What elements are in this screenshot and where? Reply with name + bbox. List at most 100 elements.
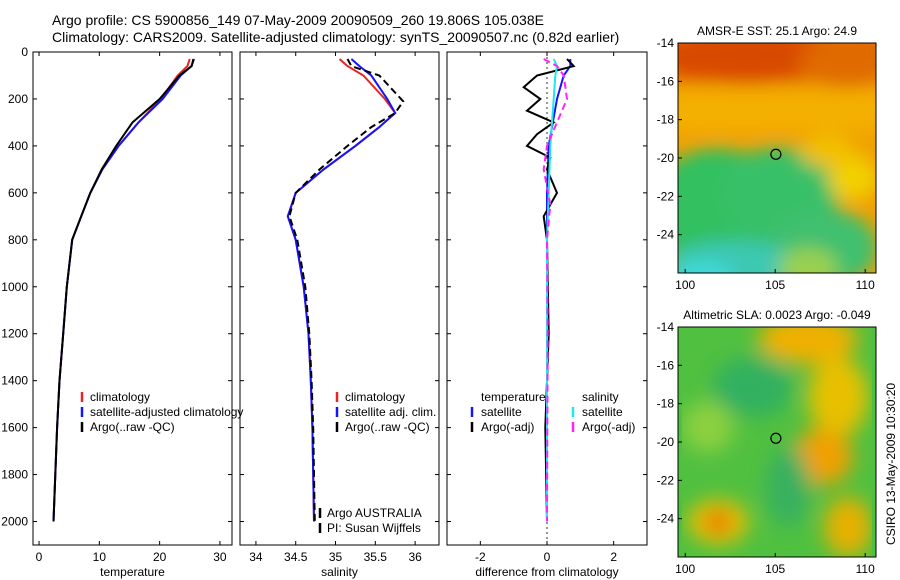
sla-map-ytick-label: -14: [657, 320, 675, 334]
temperature-xtick-label: 20: [153, 550, 167, 564]
salinity-xtick-label: 36: [408, 550, 422, 564]
salinity-panel: 34 34.5 35 35.5 36 salinity climatologysatelli…: [239, 51, 440, 579]
sst-map-xtick-label: 105: [765, 278, 785, 292]
difference-legend-header: salinity: [582, 390, 619, 404]
difference-legend-entry: satellite: [582, 405, 623, 419]
temperature-series-satellite: [52, 58, 195, 522]
sst-map-xtick-label: 100: [675, 278, 695, 292]
temperature-ytick-label: 1400: [1, 374, 28, 388]
sla-map-blur-group: [682, 327, 872, 557]
temperature-ytick-label: 800: [8, 233, 28, 247]
difference-series-argo: [522, 58, 576, 522]
sla-map-ytick-label: -16: [657, 358, 675, 372]
sst-map-region: [768, 208, 876, 273]
sla-map-field: [678, 327, 876, 557]
difference-xtick-label: 2: [610, 550, 617, 564]
sla-map-ytick-label: -22: [657, 473, 675, 487]
sst-map-ytick-label: -22: [657, 189, 675, 203]
sla-map-panel: Altimetric SLA: 0.0023 Argo: -0.049 100 10…: [657, 308, 877, 576]
sla-map-ytick-label: -24: [657, 512, 675, 526]
sla-map-ytick-label: -18: [657, 397, 675, 411]
temperature-legend-entry: Argo(..raw -QC): [90, 420, 175, 434]
salinity-xtick-label: 34: [249, 550, 263, 564]
sst-map-panel: AMSR-E SST: 25.1 Argo: 24.9 100 105 110 -14 -…: [657, 24, 877, 292]
salinity-axes-frame: [239, 51, 440, 546]
sla-map-region: [766, 447, 810, 527]
temperature-axes-frame: [32, 51, 233, 546]
sst-map-blur-group: [678, 43, 876, 273]
temperature-ytick-label: 1800: [1, 468, 28, 482]
sst-map-ytick-label: -20: [657, 151, 675, 165]
sst-map-region: [678, 260, 732, 273]
difference-legend-header: temperature: [481, 390, 546, 404]
salinity-legend-entry: satellite adj. clim.: [345, 405, 436, 419]
sst-map-region: [678, 43, 838, 83]
difference-xlabel: difference from climatology: [475, 565, 618, 579]
temperature-ytick-label: 1000: [1, 280, 28, 294]
sst-map-ytick-label: -14: [657, 36, 675, 50]
difference-legend-entry: Argo(-adj): [582, 420, 635, 434]
temperature-xtick-label: 0: [36, 550, 43, 564]
sst-map-ytick-label: -24: [657, 228, 675, 242]
temperature-xtick-label: 10: [93, 550, 107, 564]
sla-map-title: Altimetric SLA: 0.0023 Argo: -0.049: [683, 308, 871, 322]
sst-map-region: [678, 91, 876, 131]
sst-map-ytick-label: -18: [657, 113, 675, 127]
difference-legend-entry: satellite: [481, 405, 522, 419]
temperature-panel: 0 200 400 600 800 1000 1200 1400 1600 1800 2000 0 10…: [1, 45, 243, 579]
temperature-legend-entry: satellite-adjusted climatology: [90, 405, 243, 419]
sst-map-region: [800, 135, 856, 167]
chart-title-line1: Argo profile: CS 5900856_149 07-May-2009…: [52, 12, 544, 28]
salinity-annotation: PI: Susan Wijffels: [327, 521, 421, 535]
salinity-annotation: Argo AUSTRALIA: [327, 506, 422, 520]
credit-label: CSIRO 13-May-2009 10:30:20: [884, 383, 898, 545]
sla-map-ytick-label: -20: [657, 435, 675, 449]
sla-map-region: [758, 327, 858, 364]
salinity-series-satellite: [286, 58, 397, 522]
difference-xtick-label: -2: [475, 550, 486, 564]
sla-map-region: [824, 497, 872, 557]
temperature-ytick-label: 1600: [1, 421, 28, 435]
salinity-xlabel: salinity: [321, 565, 358, 579]
sst-map-region: [828, 156, 876, 200]
temperature-legend-entry: climatology: [90, 390, 150, 404]
sla-map-xtick-label: 110: [856, 562, 875, 576]
sst-map-argo-marker: [770, 148, 782, 160]
temperature-ytick-label: 400: [8, 139, 28, 153]
sla-map-argo-marker: [770, 432, 782, 444]
difference-series-cyan: [546, 58, 559, 522]
sst-map-title: AMSR-E SST: 25.1 Argo: 24.9: [697, 24, 857, 38]
salinity-xtick-label: 35: [329, 550, 343, 564]
salinity-series-argo: [288, 58, 405, 522]
salinity-legend-entry: Argo(..raw -QC): [345, 420, 430, 434]
sla-map-region: [706, 512, 730, 532]
sla-map-region: [682, 401, 734, 453]
sst-map-xtick-label: 110: [856, 278, 875, 292]
temperature-ytick-label: 1200: [1, 327, 28, 341]
temperature-series-climatology: [52, 58, 191, 522]
sla-map-region: [713, 357, 793, 417]
chart-title-line2: Climatology: CARS2009. Satellite-adjuste…: [52, 29, 620, 45]
salinity-xtick-label: 34.5: [284, 550, 308, 564]
temperature-ytick-label: 0: [21, 45, 28, 59]
difference-legend-entry: Argo(-adj): [481, 420, 534, 434]
sla-map-xtick-label: 100: [675, 562, 695, 576]
sla-map-region: [808, 357, 868, 437]
difference-series-satellite: [546, 59, 572, 522]
difference-xtick-label: 0: [544, 550, 551, 564]
temperature-ytick-label: 600: [8, 186, 28, 200]
salinity-xtick-label: 35.5: [364, 550, 388, 564]
temperature-series-argo: [52, 58, 195, 522]
temperature-ytick-label: 2000: [1, 515, 28, 529]
temperature-xlabel: temperature: [100, 565, 165, 579]
temperature-xtick-label: 30: [213, 550, 227, 564]
sst-map-region: [778, 248, 838, 273]
sst-map-ytick-label: -16: [657, 74, 675, 88]
sst-map-region: [798, 43, 876, 87]
difference-series-magenta: [542, 58, 569, 522]
sla-map-xtick-label: 105: [765, 562, 785, 576]
temperature-ytick-label: 200: [8, 92, 28, 106]
sst-map-field: [678, 43, 876, 273]
